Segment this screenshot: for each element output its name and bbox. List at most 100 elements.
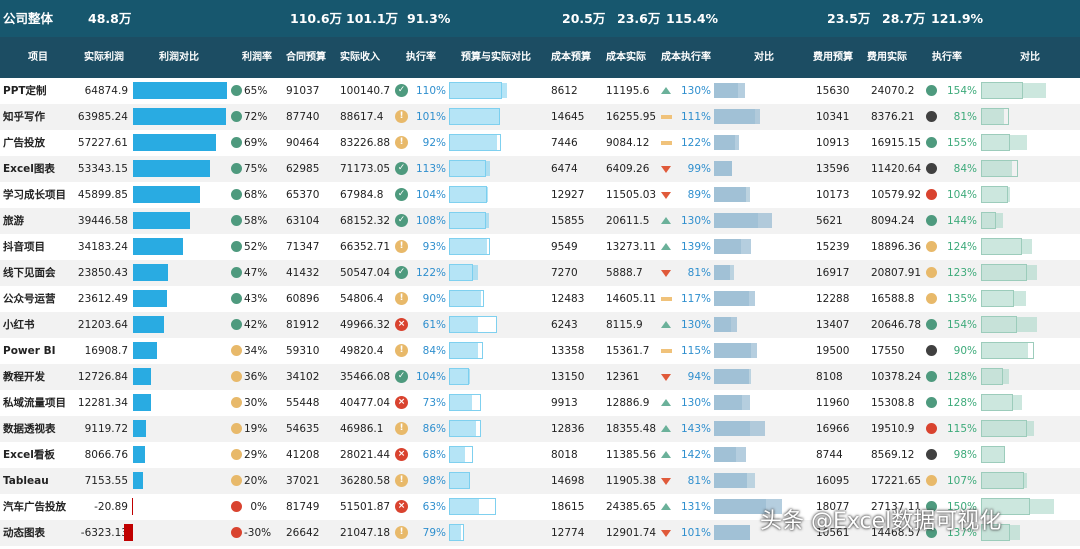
table-row[interactable]: 小红书 21203.64 42% 81912 49966.32 × 61% 6243 8115.… [0,312,1080,338]
project-name: Power BI [3,345,56,357]
actual-profit: -20.89 [94,501,128,513]
exec-status-icon: × [395,396,408,409]
fee-budget: 10341 [816,111,850,123]
contract-budget: 63104 [286,215,320,227]
fee-actual-bar [981,343,1029,358]
exec-rate: 90% [422,293,446,305]
summary-contract-budget: 110.6万 [290,11,343,26]
cost-actual: 11905.38 [606,475,657,487]
fee-budget-bar [981,446,1005,463]
cost-exec-rate: 89% [687,189,711,201]
project-name: 学习成长项目 [3,189,66,201]
fee-budget-bar [981,524,1010,541]
table-row[interactable]: PPT定制 64874.9 65% 91037 100140.7 ✓ 110% 8612 111… [0,78,1080,104]
summary-cost-exec-rate: 115.4% [666,11,719,26]
fee-budget: 15630 [816,85,850,97]
cost-exec-rate: 130% [680,215,711,227]
fee-exec-rate: 135% [946,293,977,305]
table-row[interactable]: 教程开发 12726.84 36% 34102 35466.08 ✓ 104% 13150 12… [0,364,1080,390]
table-row[interactable]: 线下见面会 23850.43 47% 41432 50547.04 ✓ 122% 7270 58… [0,260,1080,286]
cost-exec-rate: 130% [680,319,711,331]
actual-bar [449,369,470,384]
actual-bar [449,83,508,98]
fee-exec-rate: 104% [946,189,977,201]
trend-down-icon [661,270,671,277]
cost-actual-bar [714,83,746,98]
trend-down-icon [661,530,671,537]
cost-actual-bar [714,369,749,384]
table-row[interactable]: 知乎写作 63985.24 72% 87740 88617.4! 101% 14645 162… [0,104,1080,130]
table-row[interactable]: 抖音项目 34183.24 52% 71347 66352.71! 93% 9549 1327… [0,234,1080,260]
actual-income: 100140.7 [340,85,391,97]
project-name: 抖音项目 [3,241,45,253]
table-row[interactable]: Tableau 7153.55 20% 37021 36280.58! 98% 14698 1… [0,468,1080,494]
table-row[interactable]: 学习成长项目 45899.85 68% 65370 67984.8 ✓ 104% 12927 1… [0,182,1080,208]
exec-status-icon: ✓ [395,188,408,201]
actual-bar [449,317,478,332]
fee-exec-rate: 154% [946,85,977,97]
table-row[interactable]: Power BI 16908.7 34% 59310 49820.4! 84% 13358 1… [0,338,1080,364]
contract-budget: 90464 [286,137,320,149]
project-name: 数据透视表 [3,423,56,435]
cost-actual: 12901.74 [606,527,657,539]
table-row[interactable]: 广告投放 57227.61 69% 90464 83226.88! 92% 7446 9084… [0,130,1080,156]
cost-exec-rate: 117% [680,293,711,305]
fee-actual-bar [981,317,1037,332]
cost-exec-rate: 130% [680,85,711,97]
fee-budget-bar [981,160,1018,177]
summary-cost-budget: 20.5万 [562,11,606,26]
summary-bar: 公司整体 48.8万 110.6万 101.1万 91.3% 20.5万 23.… [0,0,1080,37]
table-row[interactable]: 旅游 39446.58 58% 63104 68152.32 ✓ 108% 15855 2061… [0,208,1080,234]
profit-bar-negative [132,498,133,515]
margin-status-icon [231,267,242,278]
actual-income: 67984.8 [340,189,384,201]
table-row[interactable]: 汽车广告投放 -20.89 0% 81749 51501.87 × 63% 18615 2438… [0,494,1080,520]
table-row[interactable]: 私域流量项目 12281.34 30% 55448 40477.04 × 73% 9913 12… [0,390,1080,416]
fee-budget: 8744 [816,449,843,461]
fee-exec-rate: 84% [953,163,977,175]
exec-status-icon: ✓ [395,214,408,227]
trend-down-icon [661,192,671,199]
exec-status-icon: ! [395,526,408,539]
fee-budget-bar [981,212,997,229]
actual-bar [449,265,479,280]
trend-up-icon [661,399,671,406]
actual-profit: -6323.13 [80,527,128,539]
cost-budget: 14698 [551,475,585,487]
fee-exec-rate: 115% [946,423,977,435]
fee-budget: 15239 [816,241,850,253]
actual-bar [449,161,491,176]
actual-profit: 8066.76 [84,449,128,461]
actual-income: 50547.04 [340,267,391,279]
fee-actual: 11420.64 [871,163,922,175]
table-row[interactable]: 数据透视表 9119.72 19% 54635 46986.1! 86% 12836 1835… [0,416,1080,442]
trend-up-icon [661,243,671,250]
fee-status-icon [926,241,937,252]
fee-exec-rate: 128% [946,397,977,409]
cost-actual: 9084.12 [606,137,650,149]
cost-actual-bar [714,343,757,358]
fee-budget: 18077 [816,501,850,513]
margin-status-icon [231,293,242,304]
cost-exec-rate: 115% [680,345,711,357]
table-row[interactable]: 公众号运营 23612.49 43% 60896 54806.4! 90% 12483 146… [0,286,1080,312]
fee-budget: 11960 [816,397,850,409]
table-row[interactable]: 动态图表 -6323.13 -30% 26642 21047.18! 79% 12774 12… [0,520,1080,546]
exec-status-icon: ✓ [395,266,408,279]
table-row[interactable]: Excel图表 53343.15 75% 62985 71173.05 ✓ 113% 6474… [0,156,1080,182]
exec-rate: 104% [415,189,446,201]
table-row[interactable]: Excel看板 8066.76 29% 41208 28021.44 × 68% 8018 11… [0,442,1080,468]
trend-flat-icon [661,141,672,145]
cost-budget: 8018 [551,449,578,461]
actual-income: 46986.1 [340,423,384,435]
cost-actual-bar [714,265,731,280]
trend-down-icon [661,478,671,485]
exec-status-icon: ! [395,292,408,305]
cost-actual-bar [714,109,760,124]
actual-profit: 39446.58 [77,215,128,227]
profit-margin: 36% [244,371,268,383]
actual-income: 49820.4 [340,345,384,357]
fee-budget: 5621 [816,215,843,227]
cost-actual-bar [714,499,783,514]
header-budget-vs-actual: 预算与实际对比 [461,52,531,63]
